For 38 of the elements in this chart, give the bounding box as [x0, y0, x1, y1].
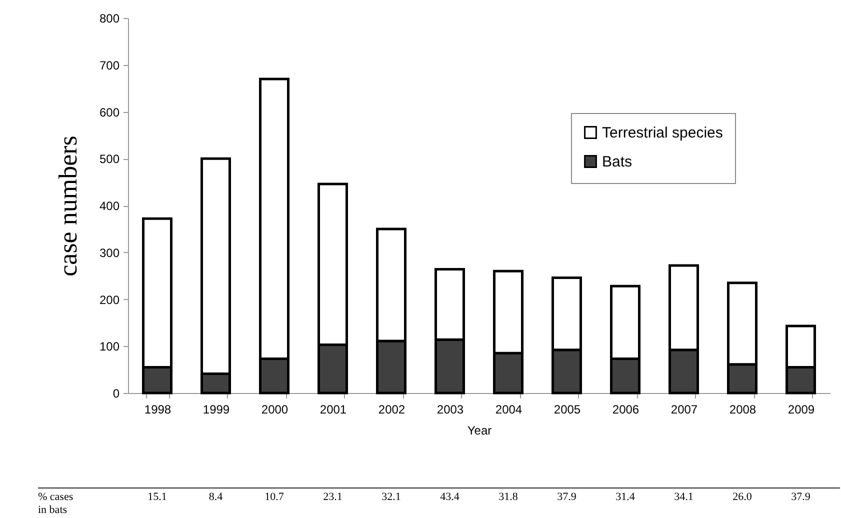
text: 34.1: [674, 491, 694, 503]
text: 23.1: [323, 491, 342, 503]
x-tick-label: 2006: [612, 402, 640, 416]
y-tick-label: 600: [99, 105, 120, 120]
x-tick-label: 2003: [436, 402, 464, 416]
x-tick-label: 2008: [729, 402, 756, 416]
text: 31.4: [616, 491, 636, 503]
x-tick-label: 2002: [378, 402, 406, 416]
y-tick-label: 300: [99, 246, 120, 260]
text: 43.4: [440, 491, 460, 503]
y-tick-label: 200: [99, 292, 120, 307]
text: 31.8: [498, 491, 518, 503]
text: 37.9: [791, 491, 811, 503]
text: 37.9: [557, 491, 577, 503]
y-tick-label: 800: [99, 12, 120, 26]
y-axis-title: case numbers: [53, 136, 82, 276]
y-tick-label: 0: [112, 386, 120, 400]
x-tick-label: 2000: [261, 402, 288, 416]
text: 32.1: [382, 491, 401, 503]
legend-label: Bats: [602, 154, 632, 170]
text: 15.1: [148, 491, 167, 503]
text: 26.0: [732, 491, 752, 503]
y-tick-label: 700: [99, 58, 120, 72]
text: 8.4: [208, 491, 224, 503]
legend-label: Terrestrial species: [602, 124, 723, 142]
x-tick-label: 2004: [495, 402, 522, 416]
text: % cases in bats: [38, 491, 74, 516]
y-tick-label: 400: [99, 199, 120, 213]
x-tick-label: 2009: [788, 402, 815, 416]
text: 10.7: [264, 491, 284, 503]
x-tick-label: 2001: [320, 402, 347, 416]
x-axis-title: Year: [467, 424, 492, 438]
x-tick-label: 1998: [144, 402, 172, 416]
x-tick-label: 2005: [554, 402, 581, 416]
y-tick-label: 500: [99, 152, 120, 166]
x-tick-label: 1999: [202, 402, 230, 416]
y-tick-label: 100: [99, 340, 120, 354]
x-tick-label: 2007: [670, 402, 698, 416]
